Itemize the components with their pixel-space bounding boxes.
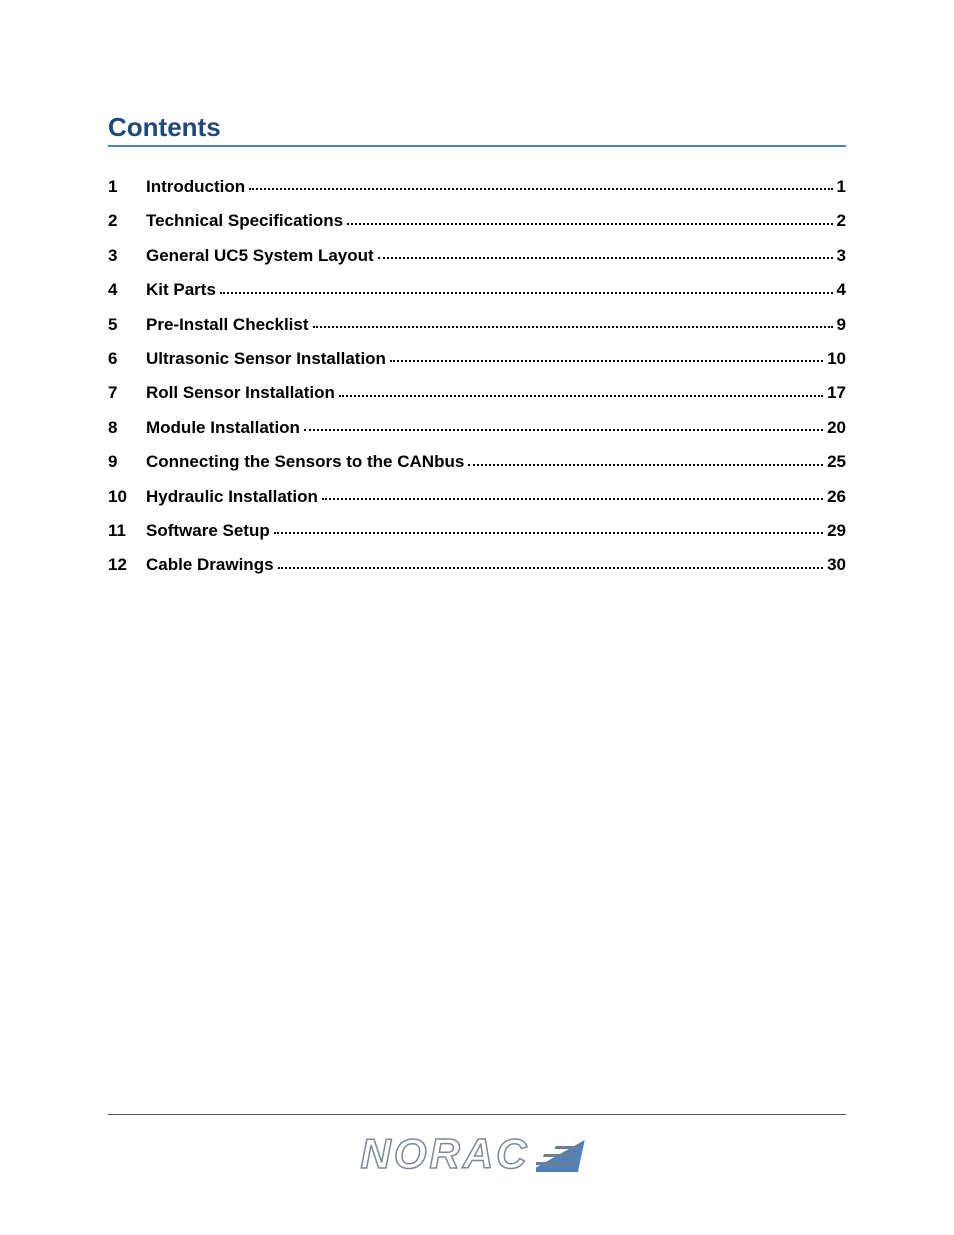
toc-entry-number: 7 [108,383,146,403]
toc-entry[interactable]: 5Pre-Install Checklist 9 [108,315,846,335]
toc-entry-page: 26 [827,487,846,507]
toc-entry-title: Module Installation [146,418,300,438]
toc-dot-leader [220,292,833,294]
toc-entry-number: 11 [108,521,146,541]
toc-entry-title: Software Setup [146,521,270,541]
toc-entry[interactable]: 11Software Setup 29 [108,521,846,541]
toc-dot-leader [322,498,823,500]
toc-entry-title: Technical Specifications [146,211,343,231]
toc-dot-leader [468,464,823,466]
toc-entry-number: 2 [108,211,146,231]
toc-entry-page: 2 [837,211,846,231]
document-page: Contents 1Introduction12Technical Specif… [0,0,954,1235]
toc-entry-page: 20 [827,418,846,438]
toc-entry-page: 10 [827,349,846,369]
toc-entry-page: 25 [827,452,846,472]
toc-entry[interactable]: 9Connecting the Sensors to the CANbus 25 [108,452,846,472]
toc-entry[interactable]: 8Module Installation 20 [108,418,846,438]
toc-entry[interactable]: 1Introduction1 [108,177,846,197]
toc-dot-leader [390,360,823,362]
toc-dot-leader [378,257,833,259]
toc-entry-page: 9 [837,315,846,335]
toc-dot-leader [313,326,833,328]
logo-mark-icon [536,1134,594,1174]
toc-entry-title: Ultrasonic Sensor Installation [146,349,386,369]
toc-dot-leader [278,567,824,569]
toc-entry-title: Roll Sensor Installation [146,383,335,403]
toc-entry-page: 4 [837,280,846,300]
toc-entry-number: 1 [108,177,146,197]
toc-entry-page: 3 [837,246,846,266]
table-of-contents: 1Introduction12Technical Specifications2… [108,177,846,576]
toc-dot-leader [347,223,832,225]
toc-entry-number: 5 [108,315,146,335]
toc-entry-number: 8 [108,418,146,438]
toc-entry-number: 3 [108,246,146,266]
toc-entry-number: 9 [108,452,146,472]
toc-entry[interactable]: 3General UC5 System Layout3 [108,246,846,266]
toc-entry-page: 1 [837,177,846,197]
toc-entry-title: Hydraulic Installation [146,487,318,507]
toc-entry[interactable]: 12Cable Drawings 30 [108,555,846,575]
toc-entry-number: 12 [108,555,146,575]
toc-dot-leader [249,188,832,190]
toc-dot-leader [304,429,823,431]
logo-text: NORAC [361,1133,530,1175]
toc-entry-page: 29 [827,521,846,541]
toc-entry[interactable]: 2Technical Specifications2 [108,211,846,231]
norac-logo: NORAC [361,1133,594,1175]
toc-dot-leader [274,532,823,534]
toc-entry-page: 30 [827,555,846,575]
toc-entry[interactable]: 6Ultrasonic Sensor Installation 10 [108,349,846,369]
toc-entry-title: General UC5 System Layout [146,246,374,266]
logo-container: NORAC [108,1133,846,1175]
toc-entry-number: 10 [108,487,146,507]
toc-entry[interactable]: 10Hydraulic Installation 26 [108,487,846,507]
toc-entry-title: Pre-Install Checklist [146,315,309,335]
toc-entry-number: 6 [108,349,146,369]
toc-entry-page: 17 [827,383,846,403]
toc-entry[interactable]: 4Kit Parts4 [108,280,846,300]
toc-entry-number: 4 [108,280,146,300]
toc-entry-title: Connecting the Sensors to the CANbus [146,452,464,472]
contents-heading: Contents [108,112,846,147]
toc-entry[interactable]: 7Roll Sensor Installation 17 [108,383,846,403]
footer-rule [108,1114,846,1115]
toc-entry-title: Kit Parts [146,280,216,300]
page-footer: NORAC [108,1114,846,1175]
toc-entry-title: Cable Drawings [146,555,274,575]
toc-dot-leader [339,395,823,397]
toc-entry-title: Introduction [146,177,245,197]
